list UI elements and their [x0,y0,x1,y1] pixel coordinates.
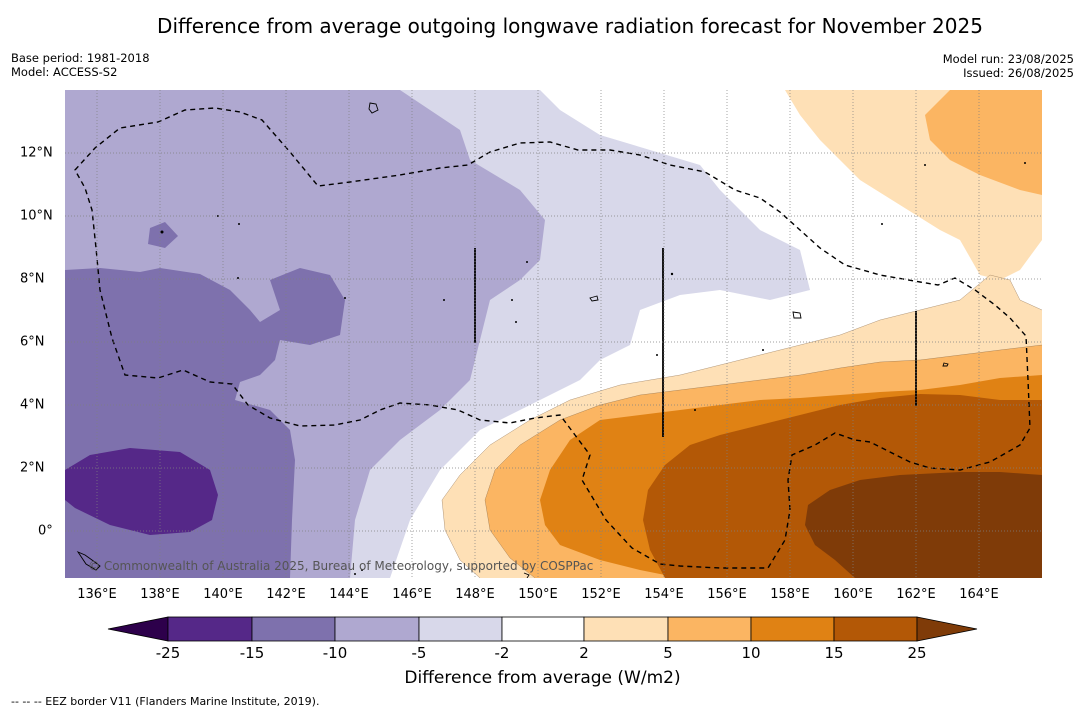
anomaly-field: © Commonwealth of Australia 2025, Bureau… [65,90,1042,578]
lon-label-164: 164°E [959,587,999,602]
colorbar-under [107,616,169,642]
lon-label-150: 150°E [518,587,558,602]
lon-label-152: 152°E [581,587,621,602]
colorbar-tick-minus10: -10 [322,644,348,662]
lon-label-142: 142°E [266,587,306,602]
contour-fill-plus5-ne [925,90,1042,195]
colorbar-bin-7 [667,616,752,642]
lat-label-2n: 2°N [20,460,45,476]
colorbar-bin-1 [167,616,253,642]
colorbar-tick-minus2: -2 [494,644,510,662]
lon-label-162: 162°E [896,587,936,602]
coastlines [76,102,949,578]
copyright-text: © Commonwealth of Australia 2025, Bureau… [88,559,593,573]
lon-label-160: 160°E [833,587,873,602]
lon-label-154: 154°E [644,587,684,602]
colorbar-bin-8 [750,616,835,642]
colorbar-label: Difference from average (W/m2) [404,668,681,688]
colorbar-bin-2 [251,616,336,642]
base-period: Base period: 1981-2018 [11,51,150,65]
colorbar-tick-2: 2 [579,644,589,662]
map-title: Difference from average outgoing longwav… [157,14,983,38]
colorbar-tick-10: 10 [741,644,761,662]
lon-label-158: 158°E [770,587,810,602]
colorbar-tick-minus5: -5 [411,644,427,662]
colorbar-tick-25: 25 [907,644,927,662]
lon-label-146: 146°E [392,587,432,602]
lon-label-136: 136°E [77,587,117,602]
lat-label-6n: 6°N [20,334,45,350]
islands [160,162,1026,575]
gridlines [65,90,1042,578]
colorbar-bin-6 [583,616,669,642]
colorbar-over [916,616,978,642]
contour-fill-minus25 [65,448,218,535]
contour-fill-minus15-island [148,222,178,248]
lon-label-140: 140°E [203,587,243,602]
colorbar-bin-3 [334,616,420,642]
colorbar-bin-4 [418,616,503,642]
lat-label-10n: 10°N [20,208,53,224]
colorbar-tick-minus25: -25 [155,644,181,662]
colorbar-tick-15: 15 [824,644,844,662]
colorbar-tick-5: 5 [663,644,673,662]
meta-right: Model run: 23/08/2025 Issued: 26/08/2025 [943,52,1074,80]
contour-fill-plus25 [805,472,1042,578]
contour-lines [441,274,1042,578]
lat-label-4n: 4°N [20,397,45,413]
lon-label-156: 156°E [707,587,747,602]
colorbar [107,616,978,642]
lon-label-138: 138°E [140,587,180,602]
lat-label-12n: 12°N [20,145,53,161]
model-name: Model: ACCESS-S2 [11,65,118,79]
colorbar-tick-minus15: -15 [239,644,265,662]
lat-label-0: 0° [38,523,53,539]
colorbar-bin-5 [501,616,585,642]
eez-border-line [74,107,1031,569]
colorbar-bin-9 [833,616,918,642]
issued-date: Issued: 26/08/2025 [963,66,1074,80]
meta-left: Base period: 1981-2018 Model: ACCESS-S2 [11,51,150,79]
lon-label-144: 144°E [329,587,369,602]
model-run: Model run: 23/08/2025 [942,52,1074,66]
lon-label-148: 148°E [455,587,495,602]
lat-label-8n: 8°N [20,271,45,287]
eez-footnote: -- -- -- EEZ border V11 (Flanders Marine… [11,695,320,708]
